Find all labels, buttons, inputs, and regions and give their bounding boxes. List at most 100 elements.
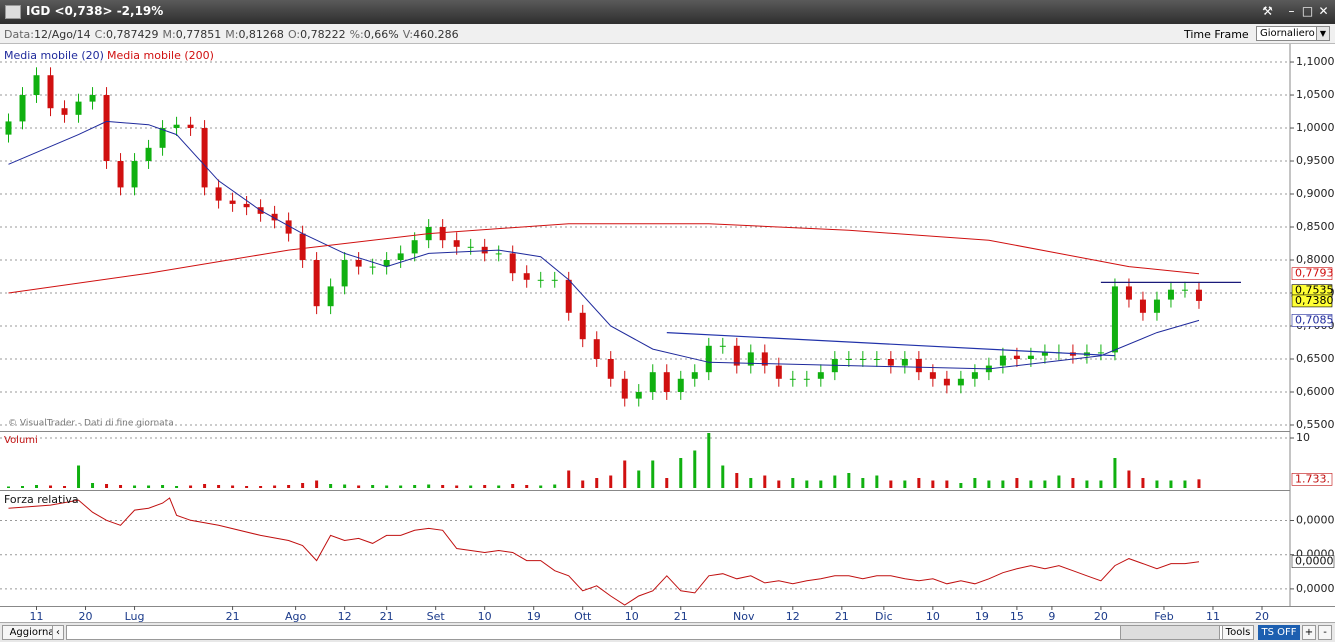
x-tick-label: 12 [786, 610, 800, 622]
last-label-box [1291, 473, 1333, 486]
volume-bar [833, 475, 837, 488]
volume-bar [1057, 475, 1061, 488]
y-tick-label: 0,0000 [1296, 514, 1335, 527]
tools-button[interactable]: ⚒ [1262, 4, 1273, 18]
candle-body [215, 187, 222, 201]
volume-bar [203, 484, 207, 488]
volume-bar [1155, 480, 1159, 488]
moving-average [8, 120, 1200, 370]
price-label: 0,7535 [1295, 284, 1334, 297]
x-tick-label: 10 [926, 610, 940, 622]
zoom-out[interactable]: - [1318, 625, 1332, 640]
candle-body [1139, 299, 1146, 313]
x-tick-label: 20 [1094, 610, 1108, 622]
info-label: C: [94, 28, 107, 41]
price-label-box [1291, 267, 1333, 280]
volume-bar [1127, 470, 1131, 488]
candle-body [635, 391, 642, 399]
price-label: 0,7380 [1295, 294, 1334, 307]
price-label-box [1291, 294, 1333, 308]
info-value: 0,78222 [300, 28, 346, 41]
timeframe-label: Time Frame [1184, 28, 1249, 41]
trend-line [666, 332, 1115, 357]
volume-bar [105, 484, 109, 488]
volume-bar [7, 486, 11, 488]
scroll-left[interactable]: ‹ [52, 625, 64, 640]
volume-bar [987, 480, 991, 488]
candle-body [229, 200, 236, 204]
x-tick-label: 15 [1010, 610, 1024, 622]
price-label: 0,7085 [1295, 313, 1334, 326]
candle-body [75, 101, 82, 115]
x-tick-label: 11 [1206, 610, 1220, 622]
info-value: 12/Ago/14 [33, 28, 91, 41]
last-label-box [1291, 555, 1335, 568]
y-tick-label: 1,0000 [1296, 121, 1335, 134]
volume-bar [679, 458, 683, 488]
volume-bar [483, 485, 487, 488]
dropdown-arrow[interactable]: ▼ [1316, 27, 1329, 40]
last-label: 1.733. [1295, 472, 1330, 485]
candle-body [873, 358, 880, 360]
candle-body [509, 253, 516, 274]
volume-bar [1197, 479, 1201, 488]
close-button[interactable]: ✕ [1318, 4, 1329, 18]
candle-body [775, 365, 782, 379]
volume-bar [721, 465, 725, 488]
volume-bar [91, 483, 95, 488]
volume-bar [889, 480, 893, 488]
candle-body [789, 378, 796, 380]
volume-bar [217, 485, 221, 488]
candle-body [999, 355, 1006, 366]
volume-bar [1043, 480, 1047, 488]
volume-bar [329, 484, 333, 488]
candle-body [887, 358, 894, 366]
scroll-thumb[interactable] [1120, 625, 1220, 640]
volume-bar [959, 483, 963, 488]
volume-bar [567, 470, 571, 488]
price-label-box [1291, 314, 1333, 327]
candle-body [1013, 355, 1020, 359]
volume-bar [903, 480, 907, 488]
minimize-button[interactable]: – [1288, 4, 1295, 18]
x-tick-label: 19 [975, 610, 989, 622]
volume-bar [1099, 480, 1103, 488]
volume-bar [819, 480, 823, 488]
volume-bar [581, 480, 585, 488]
volume-bar [525, 485, 529, 488]
volume-bar [413, 485, 417, 488]
candle-body [859, 358, 866, 360]
refresh-button[interactable]: Aggiorna [2, 625, 62, 640]
volume-bar [231, 485, 235, 488]
x-tick-label: Set [427, 610, 446, 622]
volume-bar [273, 485, 277, 488]
zoom-in[interactable]: + [1302, 625, 1316, 640]
info-label: O: [287, 28, 301, 41]
copyright: © VisualTrader - Dati di fine giornata [8, 419, 174, 429]
volume-bar [931, 480, 935, 488]
candle-body [943, 378, 950, 386]
volume-bar [287, 485, 291, 488]
candle-body [593, 339, 600, 359]
volume-bar [1015, 478, 1019, 488]
candle-body [467, 246, 474, 248]
scrollbar[interactable] [66, 625, 1246, 640]
candle-body [33, 75, 40, 96]
candle-body [495, 253, 502, 255]
x-tick-label: Nov [733, 610, 755, 622]
volume-bar [945, 480, 949, 488]
volume-bar [707, 433, 711, 488]
volume-bar [469, 485, 473, 488]
candle-body [397, 253, 404, 261]
candle-body [47, 75, 54, 109]
candle-body [1111, 286, 1118, 353]
ts-button[interactable]: TS OFF [1258, 625, 1300, 640]
volume-bar [371, 485, 375, 488]
volume-bar [1141, 478, 1145, 488]
tools-button[interactable]: Tools [1222, 625, 1254, 640]
candle-body [131, 161, 138, 188]
timeframe-select[interactable]: Giornaliero ▼ [1256, 26, 1330, 41]
candle-body [607, 358, 614, 379]
volume-bar [301, 483, 305, 488]
restore-button[interactable]: □ [1301, 4, 1314, 18]
